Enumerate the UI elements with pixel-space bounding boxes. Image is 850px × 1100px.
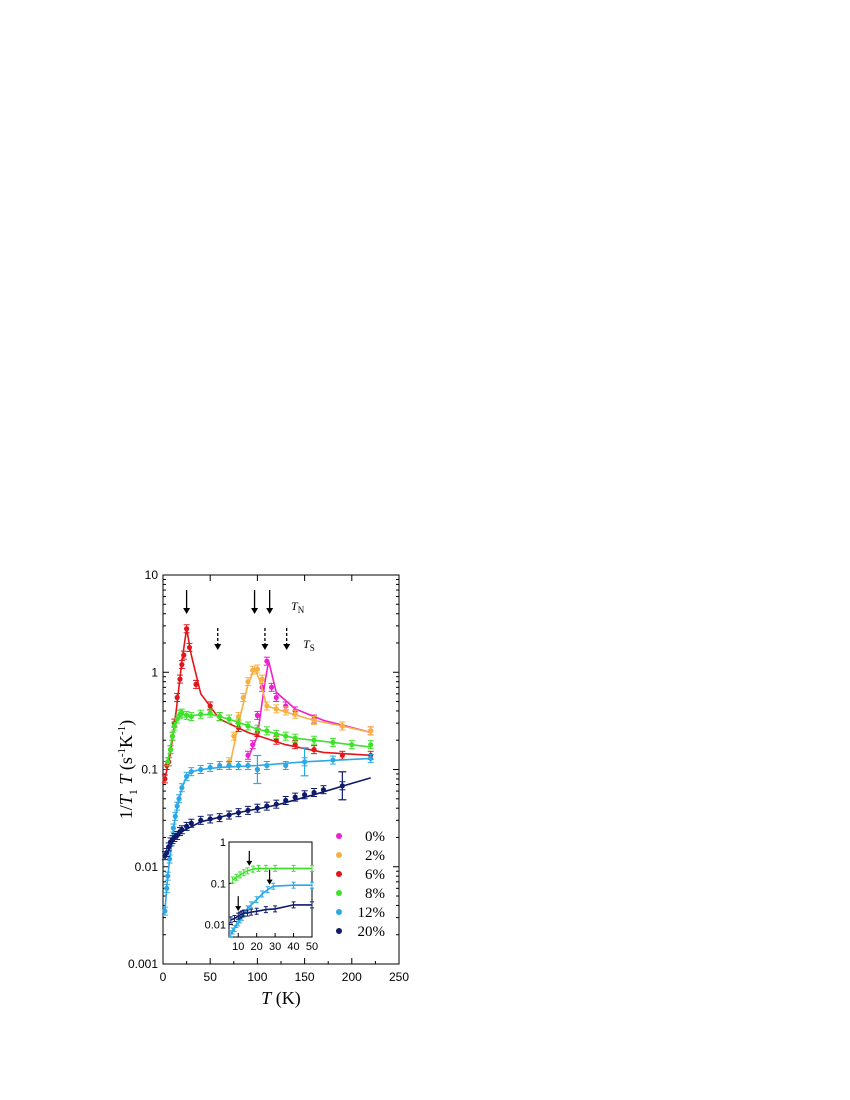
legend-label: 2% [365,848,385,864]
inset-arrow-head [246,860,253,866]
legend-label: 12% [358,905,386,921]
inset-frame [228,841,313,938]
arrow-head [261,644,269,650]
y-tick-label: 0.1 [141,763,158,777]
x-tick-label: 50 [204,970,218,984]
series-8pct [164,708,374,767]
legend-label: 20% [358,924,386,940]
series-0pct [244,656,374,760]
legend-marker [336,833,342,839]
arrow-head [283,644,291,650]
inset-x-tick-label: 50 [306,941,318,953]
x-tick-label: 0 [160,970,167,984]
y-tick-label: 10 [145,568,159,582]
x-tick-label: 150 [295,970,315,984]
y-tick-label: 0.01 [135,860,159,874]
legend-marker [336,852,342,858]
legend-marker [336,890,342,896]
legend-label: 6% [365,867,385,883]
inset-x-tick-label: 20 [251,941,263,953]
legend: 0% 2% 6% 8% 12% 20% [336,829,385,940]
y-axis-title: 1/T1 T (s-1K-1) [116,720,140,819]
x-tick-label: 250 [389,970,409,984]
series-12pct [161,747,374,916]
legend-marker [336,909,342,915]
legend-marker [336,928,342,934]
series-20pct [161,771,371,861]
fit-line [228,666,371,770]
y-tick-label: 1 [151,665,158,679]
inset-y-tick-label: 1 [220,837,226,849]
inset-series-8pct [230,864,314,884]
annotation-label: TN [291,599,305,615]
legend-label: 0% [365,829,385,845]
arrow-head [251,608,259,614]
legend-marker [336,871,342,877]
inset-plot: 10 20 30 40 50 0.01 0.1 1 [205,837,319,953]
inset-arrow-head [235,906,242,912]
y-tick-label: 0.001 [128,957,158,971]
x-tick-label: 100 [247,970,267,984]
inset-y-tick-label: 0.01 [205,920,226,932]
inset-x-tick-label: 10 [232,941,244,953]
inset-y-tick-label: 0.1 [211,878,226,890]
x-axis-title: T (K) [261,988,301,1009]
inset-x-tick-label: 40 [287,941,299,953]
series-2pct [226,664,374,770]
legend-label: 8% [365,886,385,902]
inset-x-tick-label: 30 [269,941,281,953]
arrow-head [214,644,222,650]
inset-series-20pct [228,901,314,924]
inset-series-12pct [228,881,314,938]
arrow-head [183,608,191,614]
x-tick-label: 200 [342,970,362,984]
annotation-label: TS [303,637,315,653]
arrow-head [266,608,274,614]
inset-arrow-head [266,879,273,885]
